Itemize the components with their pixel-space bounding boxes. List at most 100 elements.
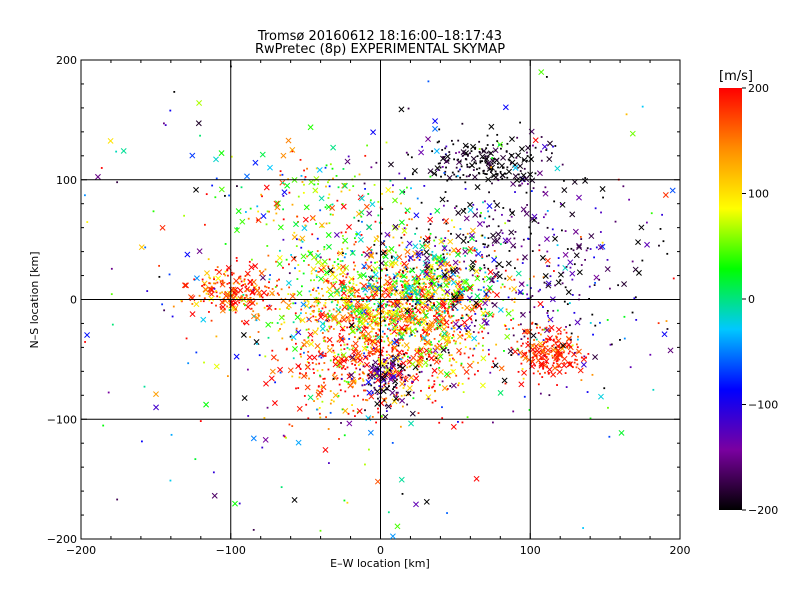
scatter-point: [412, 312, 415, 314]
scatter-point: [399, 262, 402, 265]
scatter-point: [412, 243, 419, 250]
scatter-point: [565, 386, 568, 388]
scatter-point: [433, 383, 436, 386]
scatter-point: [399, 327, 402, 330]
scatter-point: [583, 355, 586, 358]
scatter-point: [475, 162, 477, 165]
scatter-point: [494, 357, 497, 360]
scatter-point: [231, 273, 234, 276]
scatter-point: [323, 248, 326, 251]
scatter-point: [554, 145, 557, 147]
scatter-point: [453, 226, 456, 229]
scatter-point: [369, 350, 372, 353]
scatter-point: [292, 357, 295, 360]
scatter-point: [508, 159, 511, 162]
scatter-point: [299, 368, 302, 370]
scatter-point: [425, 136, 432, 143]
scatter-point: [280, 323, 283, 326]
scatter-point: [399, 397, 406, 404]
scatter-point: [325, 291, 328, 293]
scatter-point: [604, 266, 611, 273]
scatter-point: [391, 283, 394, 286]
scatter-point: [447, 269, 449, 272]
scatter-point: [466, 166, 469, 168]
scatter-point: [370, 291, 373, 294]
scatter-point: [332, 373, 335, 376]
scatter-point: [425, 261, 428, 264]
scatter-point: [111, 323, 114, 326]
scatter-point: [490, 232, 497, 239]
scatter-point: [315, 391, 322, 398]
scatter-point: [400, 284, 403, 287]
scatter-point: [240, 280, 243, 283]
scatter-point: [484, 158, 487, 161]
scatter-point: [406, 240, 413, 247]
scatter-point: [631, 311, 634, 314]
scatter-point: [516, 258, 519, 261]
scatter-point: [348, 348, 351, 351]
scatter-point: [469, 347, 472, 350]
scatter-point: [358, 378, 360, 380]
scatter-point: [372, 347, 375, 350]
scatter-point: [451, 303, 458, 310]
scatter-point: [374, 261, 376, 264]
scatter-point: [308, 341, 315, 347]
scatter-point: [505, 328, 508, 331]
scatter-point: [556, 244, 559, 247]
scatter-point: [211, 184, 214, 187]
scatter-point: [530, 360, 533, 363]
scatter-point: [399, 425, 402, 428]
scatter-point: [546, 250, 549, 253]
scatter-point: [517, 289, 524, 296]
scatter-point: [538, 244, 541, 247]
scatter-point: [378, 358, 381, 361]
scatter-point: [469, 173, 471, 176]
scatter-point: [348, 372, 355, 379]
scatter-point: [341, 283, 348, 290]
scatter-point: [456, 159, 463, 166]
scatter-point: [316, 397, 319, 400]
scatter-point: [569, 364, 572, 367]
scatter-point: [428, 237, 431, 239]
scatter-point: [362, 365, 365, 368]
scatter-point: [374, 350, 377, 353]
scatter-point: [343, 256, 346, 259]
scatter-point: [404, 284, 406, 286]
scatter-point: [410, 156, 413, 159]
scatter-point: [422, 282, 425, 285]
scatter-point: [410, 218, 413, 221]
scatter-point: [406, 224, 409, 227]
scatter-point: [553, 200, 556, 203]
scatter-point: [522, 292, 524, 295]
scatter-point: [474, 184, 481, 191]
scatter-point: [404, 380, 406, 383]
scatter-point: [658, 244, 660, 247]
scatter-point: [307, 361, 310, 364]
scatter-point: [305, 403, 308, 406]
scatter-point: [350, 377, 353, 380]
scatter-point: [319, 320, 326, 327]
scatter-point: [399, 292, 401, 295]
scatter-point: [460, 238, 467, 244]
scatter-point: [330, 144, 337, 151]
scatter-point: [432, 287, 434, 290]
scatter-point: [550, 371, 557, 378]
scatter-point: [383, 384, 386, 386]
scatter-point: [400, 378, 403, 381]
scatter-point: [365, 275, 368, 278]
scatter-point: [404, 308, 411, 314]
scatter-point: [285, 436, 287, 439]
scatter-point: [307, 417, 310, 420]
scatter-point: [523, 167, 526, 170]
scatter-point: [228, 300, 230, 303]
scatter-point: [405, 268, 408, 270]
scatter-point: [434, 352, 437, 355]
scatter-point: [530, 154, 532, 156]
scatter-point: [218, 150, 225, 157]
scatter-point: [569, 211, 576, 218]
scatter-point: [365, 415, 372, 422]
scatter-point: [405, 324, 408, 327]
scatter-point: [544, 186, 547, 189]
scatter-point: [359, 331, 366, 338]
scatter-point: [459, 284, 462, 286]
